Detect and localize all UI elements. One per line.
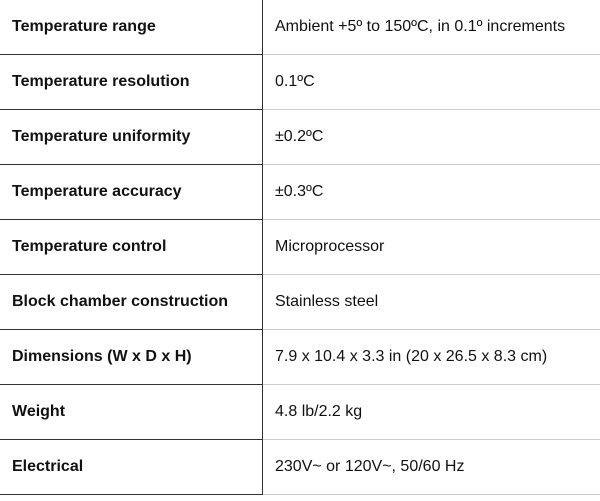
spec-value: Microprocessor — [262, 219, 600, 275]
spec-row: Electrical 230V~ or 120V~, 50/60 Hz — [0, 439, 600, 495]
spec-row: Temperature resolution 0.1ºC — [0, 54, 600, 110]
spec-row: Temperature control Microprocessor — [0, 219, 600, 275]
spec-label: Temperature accuracy — [0, 164, 263, 220]
spec-row: Temperature range Ambient +5º to 150ºC, i… — [0, 0, 600, 55]
spec-label: Electrical — [0, 439, 263, 495]
spec-label: Temperature control — [0, 219, 263, 275]
spec-label: Temperature range — [0, 0, 263, 55]
spec-value: 0.1ºC — [262, 54, 600, 110]
spec-label: Temperature uniformity — [0, 109, 263, 165]
spec-value: Stainless steel — [262, 274, 600, 330]
spec-value: 4.8 lb/2.2 kg — [262, 384, 600, 440]
spec-row: Temperature accuracy ±0.3ºC — [0, 164, 600, 220]
spec-row: Weight 4.8 lb/2.2 kg — [0, 384, 600, 440]
spec-label: Weight — [0, 384, 263, 440]
spec-label: Block chamber construction — [0, 274, 263, 330]
spec-label: Temperature resolution — [0, 54, 263, 110]
spec-value: Ambient +5º to 150ºC, in 0.1º increments — [262, 0, 600, 55]
spec-value: 230V~ or 120V~, 50/60 Hz — [262, 439, 600, 495]
spec-row: Dimensions (W x D x H) 7.9 x 10.4 x 3.3 i… — [0, 329, 600, 385]
spec-value: 7.9 x 10.4 x 3.3 in (20 x 26.5 x 8.3 cm) — [262, 329, 600, 385]
spec-label: Dimensions (W x D x H) — [0, 329, 263, 385]
spec-row: Temperature uniformity ±0.2ºC — [0, 109, 600, 165]
spec-value: ±0.2ºC — [262, 109, 600, 165]
spec-row: Block chamber construction Stainless stee… — [0, 274, 600, 330]
spec-value: ±0.3ºC — [262, 164, 600, 220]
